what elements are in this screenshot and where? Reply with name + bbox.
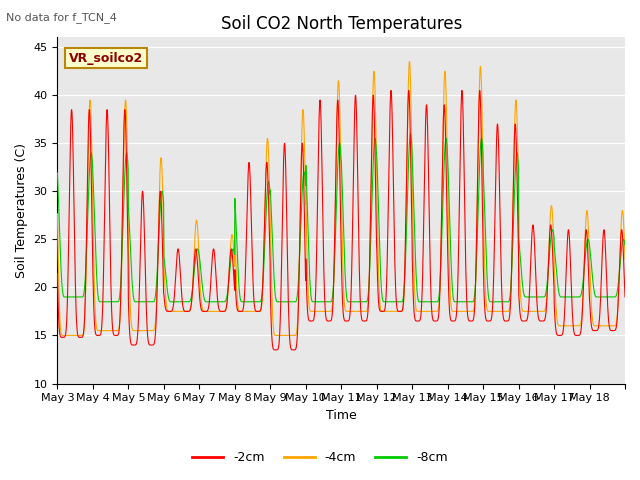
Text: VR_soilco2: VR_soilco2 [68,51,143,65]
Title: Soil CO2 North Temperatures: Soil CO2 North Temperatures [221,15,462,33]
Y-axis label: Soil Temperatures (C): Soil Temperatures (C) [15,143,28,278]
Text: No data for f_TCN_4: No data for f_TCN_4 [6,12,117,23]
X-axis label: Time: Time [326,409,356,422]
Legend: -2cm, -4cm, -8cm: -2cm, -4cm, -8cm [187,446,453,469]
